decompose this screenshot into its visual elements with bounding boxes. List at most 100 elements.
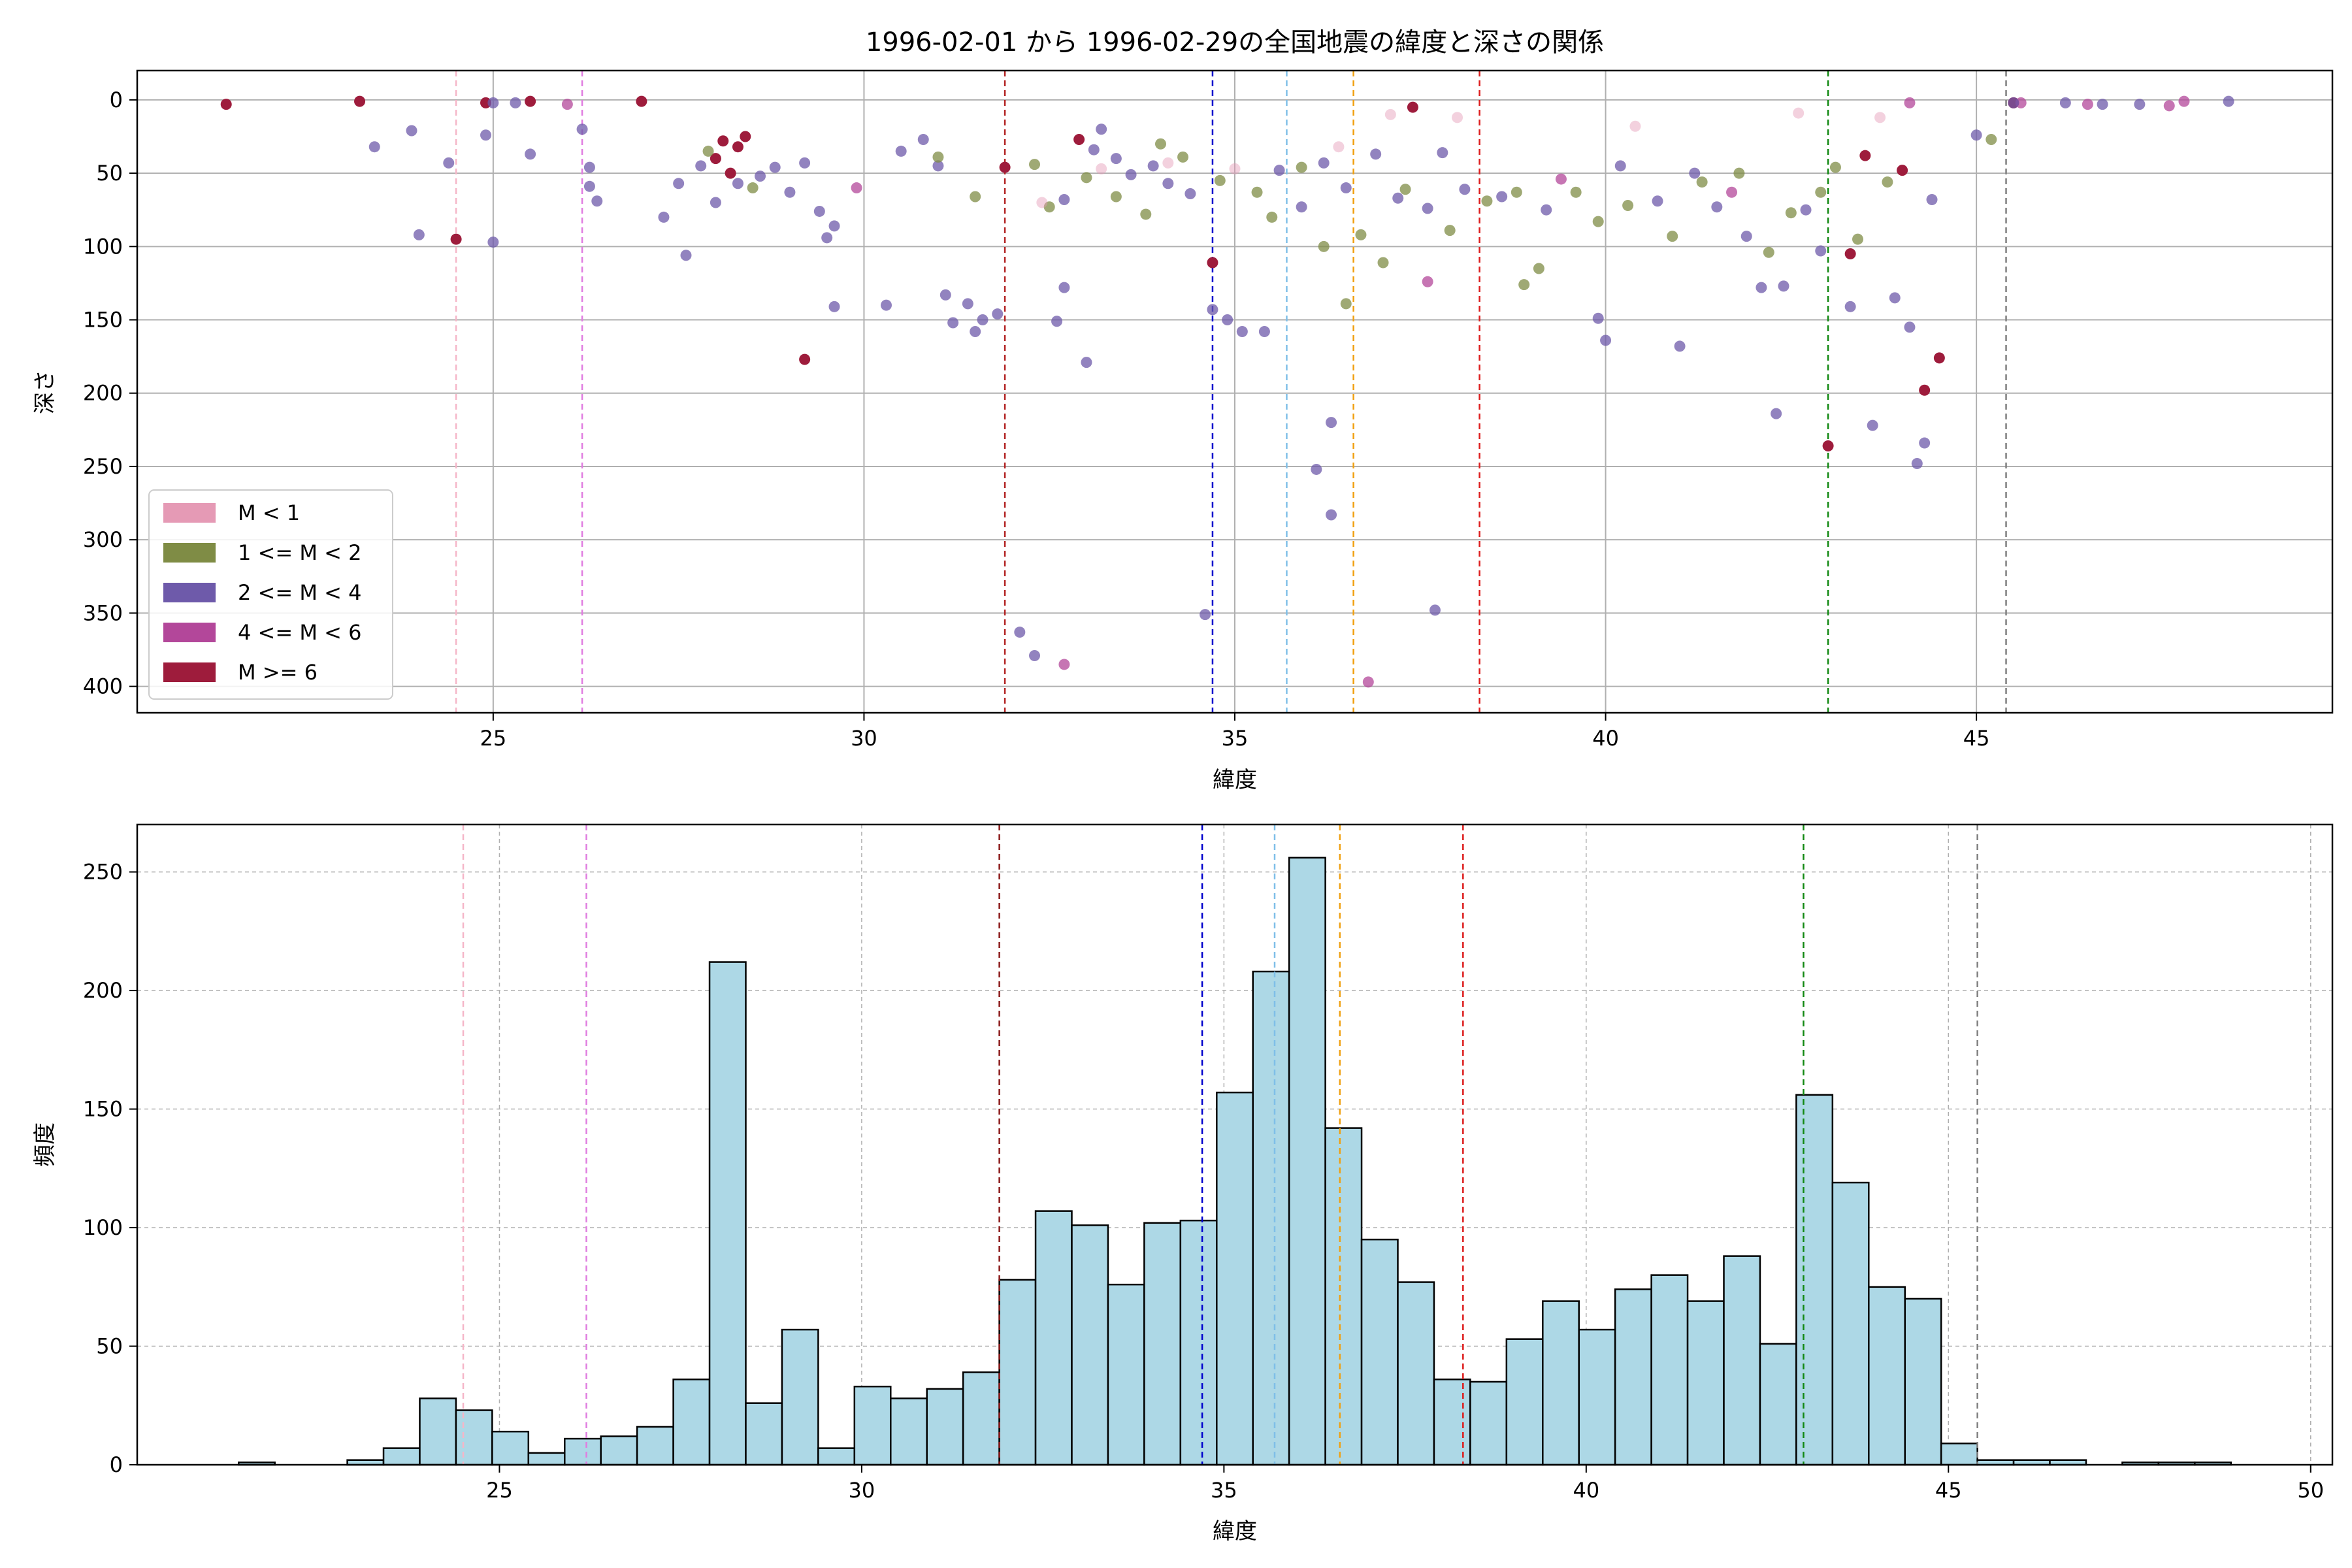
data-point [1081, 357, 1092, 368]
data-point [220, 99, 232, 110]
data-point [1273, 165, 1285, 176]
y-tick-label: 200 [83, 381, 123, 406]
legend-swatch [163, 583, 216, 602]
data-point [658, 211, 670, 223]
data-point [970, 191, 981, 203]
data-point [932, 151, 944, 163]
data-point [1771, 408, 1782, 419]
legend-label: M < 1 [238, 500, 300, 525]
histogram-y-axis-label: 頻度 [32, 1122, 58, 1167]
data-point [732, 141, 743, 153]
data-point [1629, 120, 1641, 132]
data-point [1125, 169, 1137, 180]
data-point [1696, 176, 1708, 188]
histogram-bar [1505, 1338, 1544, 1466]
data-point [583, 161, 595, 173]
data-point [1311, 463, 1322, 475]
data-point [1785, 207, 1797, 219]
histogram-bar [1940, 1443, 1978, 1466]
data-point [1377, 257, 1389, 269]
y-tick-label: 150 [83, 308, 123, 333]
data-point [1844, 248, 1856, 260]
data-point [1904, 321, 1916, 333]
scatter-points [220, 95, 2234, 688]
data-point [851, 182, 862, 194]
y-tick-label: 50 [96, 1334, 123, 1359]
data-point [1518, 279, 1530, 291]
data-point [1014, 627, 1026, 638]
data-point [354, 95, 366, 107]
data-point [1897, 165, 1908, 176]
data-point [1511, 186, 1522, 198]
data-point [725, 167, 736, 179]
data-point [1815, 186, 1827, 198]
data-point [2008, 97, 2019, 108]
data-point [977, 314, 988, 326]
data-point [999, 161, 1011, 173]
data-point [880, 299, 892, 311]
data-point [939, 289, 951, 301]
histogram-bar [419, 1397, 457, 1466]
histogram-x-axis-label: 緯度 [1213, 1518, 1257, 1544]
data-point [1614, 160, 1626, 172]
histogram-bar [491, 1430, 530, 1466]
data-point [1733, 167, 1745, 179]
histogram-x-ticks: 25 30 35 40 45 50 [486, 1465, 2324, 1503]
x-tick-label: 30 [851, 726, 877, 751]
data-point [1793, 107, 1805, 119]
data-point [1051, 316, 1063, 327]
x-tick-label: 45 [1963, 726, 1990, 751]
histogram-bar [564, 1437, 602, 1466]
data-point [1689, 167, 1701, 179]
histogram-bar [1433, 1379, 1471, 1466]
data-point [1852, 233, 1864, 245]
data-point [1088, 144, 1100, 155]
x-tick-label: 35 [1222, 726, 1249, 751]
histogram-bar [1397, 1281, 1435, 1466]
data-point [1096, 123, 1107, 135]
y-tick-label: 250 [83, 454, 123, 479]
histogram-bar [1143, 1222, 1182, 1466]
series [1036, 107, 1886, 208]
data-point [732, 178, 743, 189]
data-point [1533, 263, 1544, 274]
data-point [368, 141, 380, 153]
histogram-bar [1179, 1219, 1218, 1466]
data-point [2223, 95, 2234, 107]
data-point [1422, 203, 1433, 214]
legend-label: 2 <= M < 4 [238, 580, 361, 605]
data-point [450, 233, 462, 245]
data-point [1392, 192, 1404, 204]
histogram-bar [708, 961, 747, 1466]
histogram-bar [853, 1385, 892, 1466]
data-point [576, 123, 588, 135]
data-point [1859, 150, 1871, 161]
data-point [1437, 147, 1448, 159]
data-point [583, 180, 595, 192]
data-point [1326, 509, 1337, 521]
data-point [1258, 325, 1270, 337]
data-point [1844, 301, 1856, 312]
data-point [747, 182, 759, 194]
histogram-bar [1578, 1328, 1616, 1466]
data-point [1667, 231, 1678, 242]
data-point [1207, 257, 1218, 269]
y-tick-label: 0 [110, 88, 123, 112]
x-tick-label: 25 [486, 1478, 513, 1503]
histogram-bar [1904, 1298, 1942, 1466]
data-point [2097, 99, 2108, 110]
data-point [591, 195, 603, 207]
data-point [1162, 157, 1174, 169]
data-point [1110, 191, 1122, 203]
data-point [1889, 292, 1901, 304]
legend-items: M < 1 1 <= M < 2 2 <= M < 4 4 <= M < 6 M >= … [163, 500, 361, 685]
data-point [1296, 201, 1307, 213]
data-point [1926, 193, 1938, 205]
data-point [1110, 153, 1122, 165]
histogram-bar [1723, 1255, 1761, 1466]
histogram-bar [1216, 1091, 1254, 1466]
data-point [1236, 325, 1248, 337]
data-point [992, 308, 1004, 320]
histogram-bar [1686, 1300, 1725, 1466]
data-point [1674, 340, 1686, 352]
